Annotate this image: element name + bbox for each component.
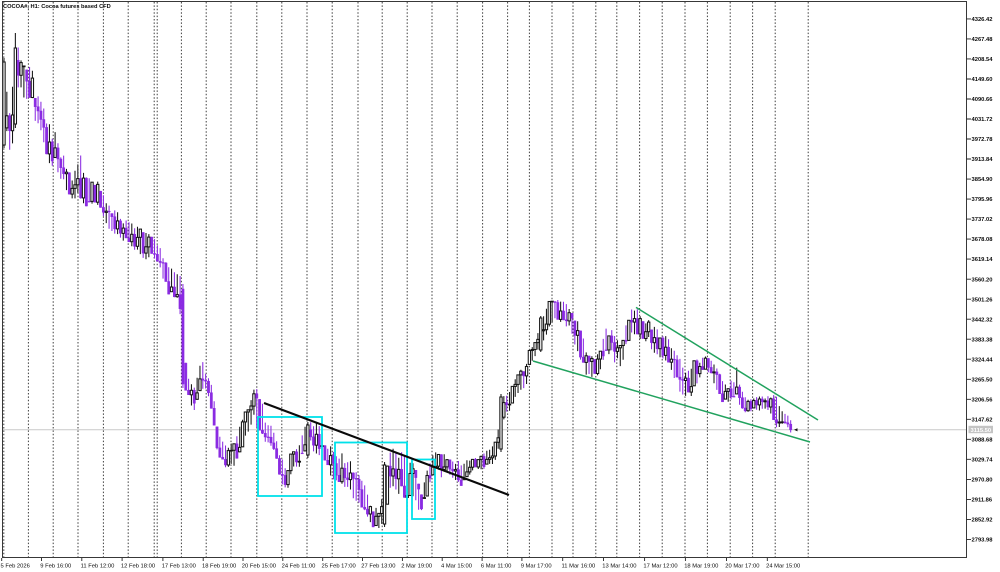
svg-text:3972.78: 3972.78: [972, 137, 994, 143]
svg-text:24 Feb 11:00: 24 Feb 11:00: [282, 564, 316, 570]
svg-text:4031.72: 4031.72: [972, 117, 993, 123]
svg-text:3115.50: 3115.50: [971, 428, 992, 434]
svg-text:3265.50: 3265.50: [972, 377, 993, 383]
svg-text:4267.48: 4267.48: [972, 37, 994, 43]
svg-text:4326.42: 4326.42: [972, 17, 993, 23]
svg-text:25 Feb 17:00: 25 Feb 17:00: [322, 564, 356, 570]
svg-text:3383.38: 3383.38: [972, 337, 994, 343]
svg-text:20 Feb 15:00: 20 Feb 15:00: [242, 564, 276, 570]
svg-text:3501.26: 3501.26: [972, 297, 994, 303]
svg-text:4149.60: 4149.60: [972, 77, 993, 83]
svg-text:2 Mar 19:00: 2 Mar 19:00: [401, 564, 432, 570]
svg-text:3913.84: 3913.84: [972, 157, 994, 163]
svg-text:17 Feb 13:00: 17 Feb 13:00: [162, 564, 196, 570]
svg-text:2793.98: 2793.98: [972, 538, 994, 544]
svg-text:3678.08: 3678.08: [972, 237, 994, 243]
svg-text:3147.62: 3147.62: [972, 417, 993, 423]
svg-text:18 Mar 19:00: 18 Mar 19:00: [684, 564, 718, 570]
svg-text:2911.86: 2911.86: [972, 498, 993, 504]
svg-text:11 Mar 16:00: 11 Mar 16:00: [562, 564, 596, 570]
svg-text:3442.32: 3442.32: [972, 317, 993, 323]
svg-text:3324.44: 3324.44: [972, 357, 994, 363]
svg-text:20 Mar 17:00: 20 Mar 17:00: [725, 564, 759, 570]
svg-text:COCOA#, H1: Cocoa futures bas: COCOA#, H1: Cocoa futures based CFD: [3, 4, 111, 10]
svg-text:9 Feb 16:00: 9 Feb 16:00: [40, 564, 71, 570]
svg-text:3029.74: 3029.74: [972, 457, 994, 463]
svg-text:4 Mar 15:00: 4 Mar 15:00: [441, 564, 472, 570]
svg-text:3206.56: 3206.56: [972, 397, 994, 403]
svg-text:9 Mar 17:00: 9 Mar 17:00: [521, 564, 552, 570]
svg-text:6 Mar 11:00: 6 Mar 11:00: [481, 564, 512, 570]
svg-text:5 Feb 2026: 5 Feb 2026: [1, 564, 30, 570]
svg-text:3619.14: 3619.14: [972, 257, 994, 263]
svg-text:2970.80: 2970.80: [972, 478, 993, 484]
svg-text:3088.68: 3088.68: [972, 437, 994, 443]
svg-text:11 Feb 12:00: 11 Feb 12:00: [81, 564, 115, 570]
svg-text:18 Feb 19:00: 18 Feb 19:00: [202, 564, 236, 570]
svg-text:12 Feb 18:00: 12 Feb 18:00: [121, 564, 155, 570]
svg-text:2852.92: 2852.92: [972, 518, 993, 524]
svg-text:3560.20: 3560.20: [972, 277, 993, 283]
svg-text:24 Mar 15:00: 24 Mar 15:00: [766, 564, 800, 570]
svg-text:3795.96: 3795.96: [972, 197, 994, 203]
svg-text:13 Mar 14:00: 13 Mar 14:00: [602, 564, 636, 570]
svg-text:4090.66: 4090.66: [972, 97, 994, 103]
svg-text:27 Feb 13:00: 27 Feb 13:00: [361, 564, 395, 570]
svg-text:4208.54: 4208.54: [972, 57, 994, 63]
svg-text:3854.90: 3854.90: [972, 177, 993, 183]
svg-text:17 Mar 12:00: 17 Mar 12:00: [643, 564, 677, 570]
svg-text:3737.02: 3737.02: [972, 217, 993, 223]
